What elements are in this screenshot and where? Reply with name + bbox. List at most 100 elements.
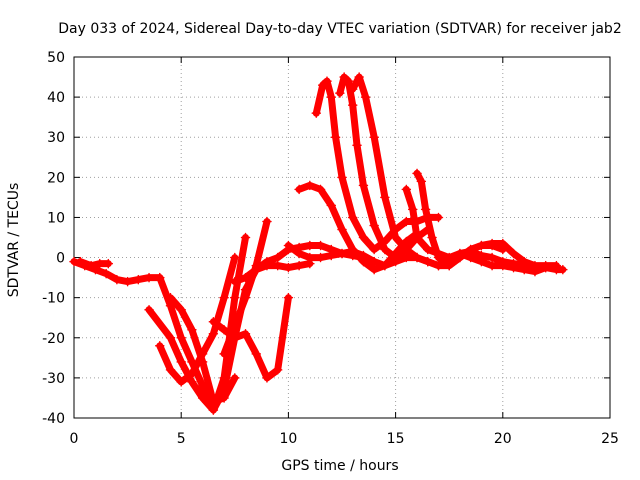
data-point-marker [230,373,240,383]
data-point-marker [165,365,176,375]
y-tick-label: 0 [56,251,65,267]
data-point-marker [335,88,345,98]
data-point-marker [433,260,444,271]
data-point-marker [112,274,122,285]
data-point-marker [326,92,337,102]
data-point-marker [540,260,551,271]
data-point-marker [427,232,437,243]
data-point-marker [444,260,454,271]
data-point-marker [262,216,272,227]
data-point-marker [219,393,229,403]
data-point-marker [347,212,358,223]
data-point-marker [347,100,358,110]
data-point-marker [230,292,240,303]
y-tick-label: -10 [42,291,65,307]
y-axis-label: SDTVAR / TECUs [6,183,22,298]
tick-layer: 0 5 10 15 20 25 -40 -30 -20 -10 0 10 20 30 40 50 [42,50,619,447]
data-point-marker [272,365,283,375]
data-point-marker [444,252,454,263]
data-point-marker [423,256,433,267]
x-tick-label: 10 [279,431,297,447]
data-point-marker [176,377,186,387]
data-point-marker [315,240,326,251]
data-point-marker [240,232,251,243]
data-point-marker [294,260,304,271]
data-point-marker [326,250,337,261]
data-point-marker [240,272,251,283]
data-point-marker [272,260,283,271]
x-tick-label: 15 [387,431,405,447]
data-point-marker [305,252,315,263]
data-point-marker [122,276,133,287]
data-point-marker [408,204,418,215]
data-point-marker [420,204,431,215]
data-point-marker [230,320,240,331]
data-point-marker [487,252,497,263]
data-point-marker [380,244,390,255]
data-point-marker [187,325,197,335]
x-tick-label: 20 [494,431,512,447]
data-point-marker [144,304,154,315]
data-point-marker [315,184,326,195]
data-point-marker [176,357,186,367]
data-point-marker [75,256,86,267]
data-point-marker [103,258,114,269]
data-point-marker [251,264,261,275]
series-arc-16 [412,168,562,271]
data-point-marker [101,268,111,279]
data-point-marker [262,373,272,383]
series-trace [156,254,239,386]
x-axis-label: GPS time / hours [281,458,398,474]
data-point-marker [369,244,379,255]
data-point-marker [401,184,412,195]
data-point-marker [219,292,229,303]
y-tick-label: 50 [47,50,65,66]
data-point-marker [390,232,401,243]
data-point-marker [433,212,444,223]
data-point-marker [551,260,562,271]
y-tick-label: 10 [47,210,65,226]
data-point-marker [401,252,412,263]
data-point-marker [230,252,240,263]
data-point-marker [294,184,304,195]
data-point-marker [311,108,322,118]
data-point-marker [305,240,315,251]
data-point-marker [176,304,186,315]
data-point-marker [165,333,176,343]
data-point-marker [86,260,96,271]
data-point-marker [337,248,347,259]
data-point-marker [208,405,219,415]
x-tick-label: 0 [70,431,79,447]
data-point-marker [317,80,328,90]
data-point-marker [283,240,294,251]
data-point-marker [94,258,105,269]
data-point-marker [219,373,229,383]
data-point-marker [487,238,497,249]
data-point-marker [197,381,208,391]
data-point-marker [339,72,349,82]
data-point-marker [144,272,154,283]
series-arc-14 [347,72,508,271]
data-point-marker [176,333,186,343]
data-point-marker [358,180,369,191]
data-point-marker [219,349,229,359]
y-tick-label: -20 [42,331,65,347]
data-point-marker [352,140,362,150]
data-point-marker [187,377,197,387]
data-point-marker [347,244,358,255]
series-trace [413,169,560,270]
data-point-marker [476,240,487,251]
data-point-marker [416,176,427,187]
y-tick-label: -30 [42,371,65,387]
data-point-marker [369,264,379,275]
data-point-marker [330,132,341,142]
data-point-marker [230,276,240,287]
data-point-marker [322,76,332,86]
data-point-marker [283,262,294,273]
data-point-marker [208,316,219,327]
y-tick-label: 20 [47,170,65,186]
data-point-marker [369,132,379,142]
data-point-marker [390,252,401,263]
